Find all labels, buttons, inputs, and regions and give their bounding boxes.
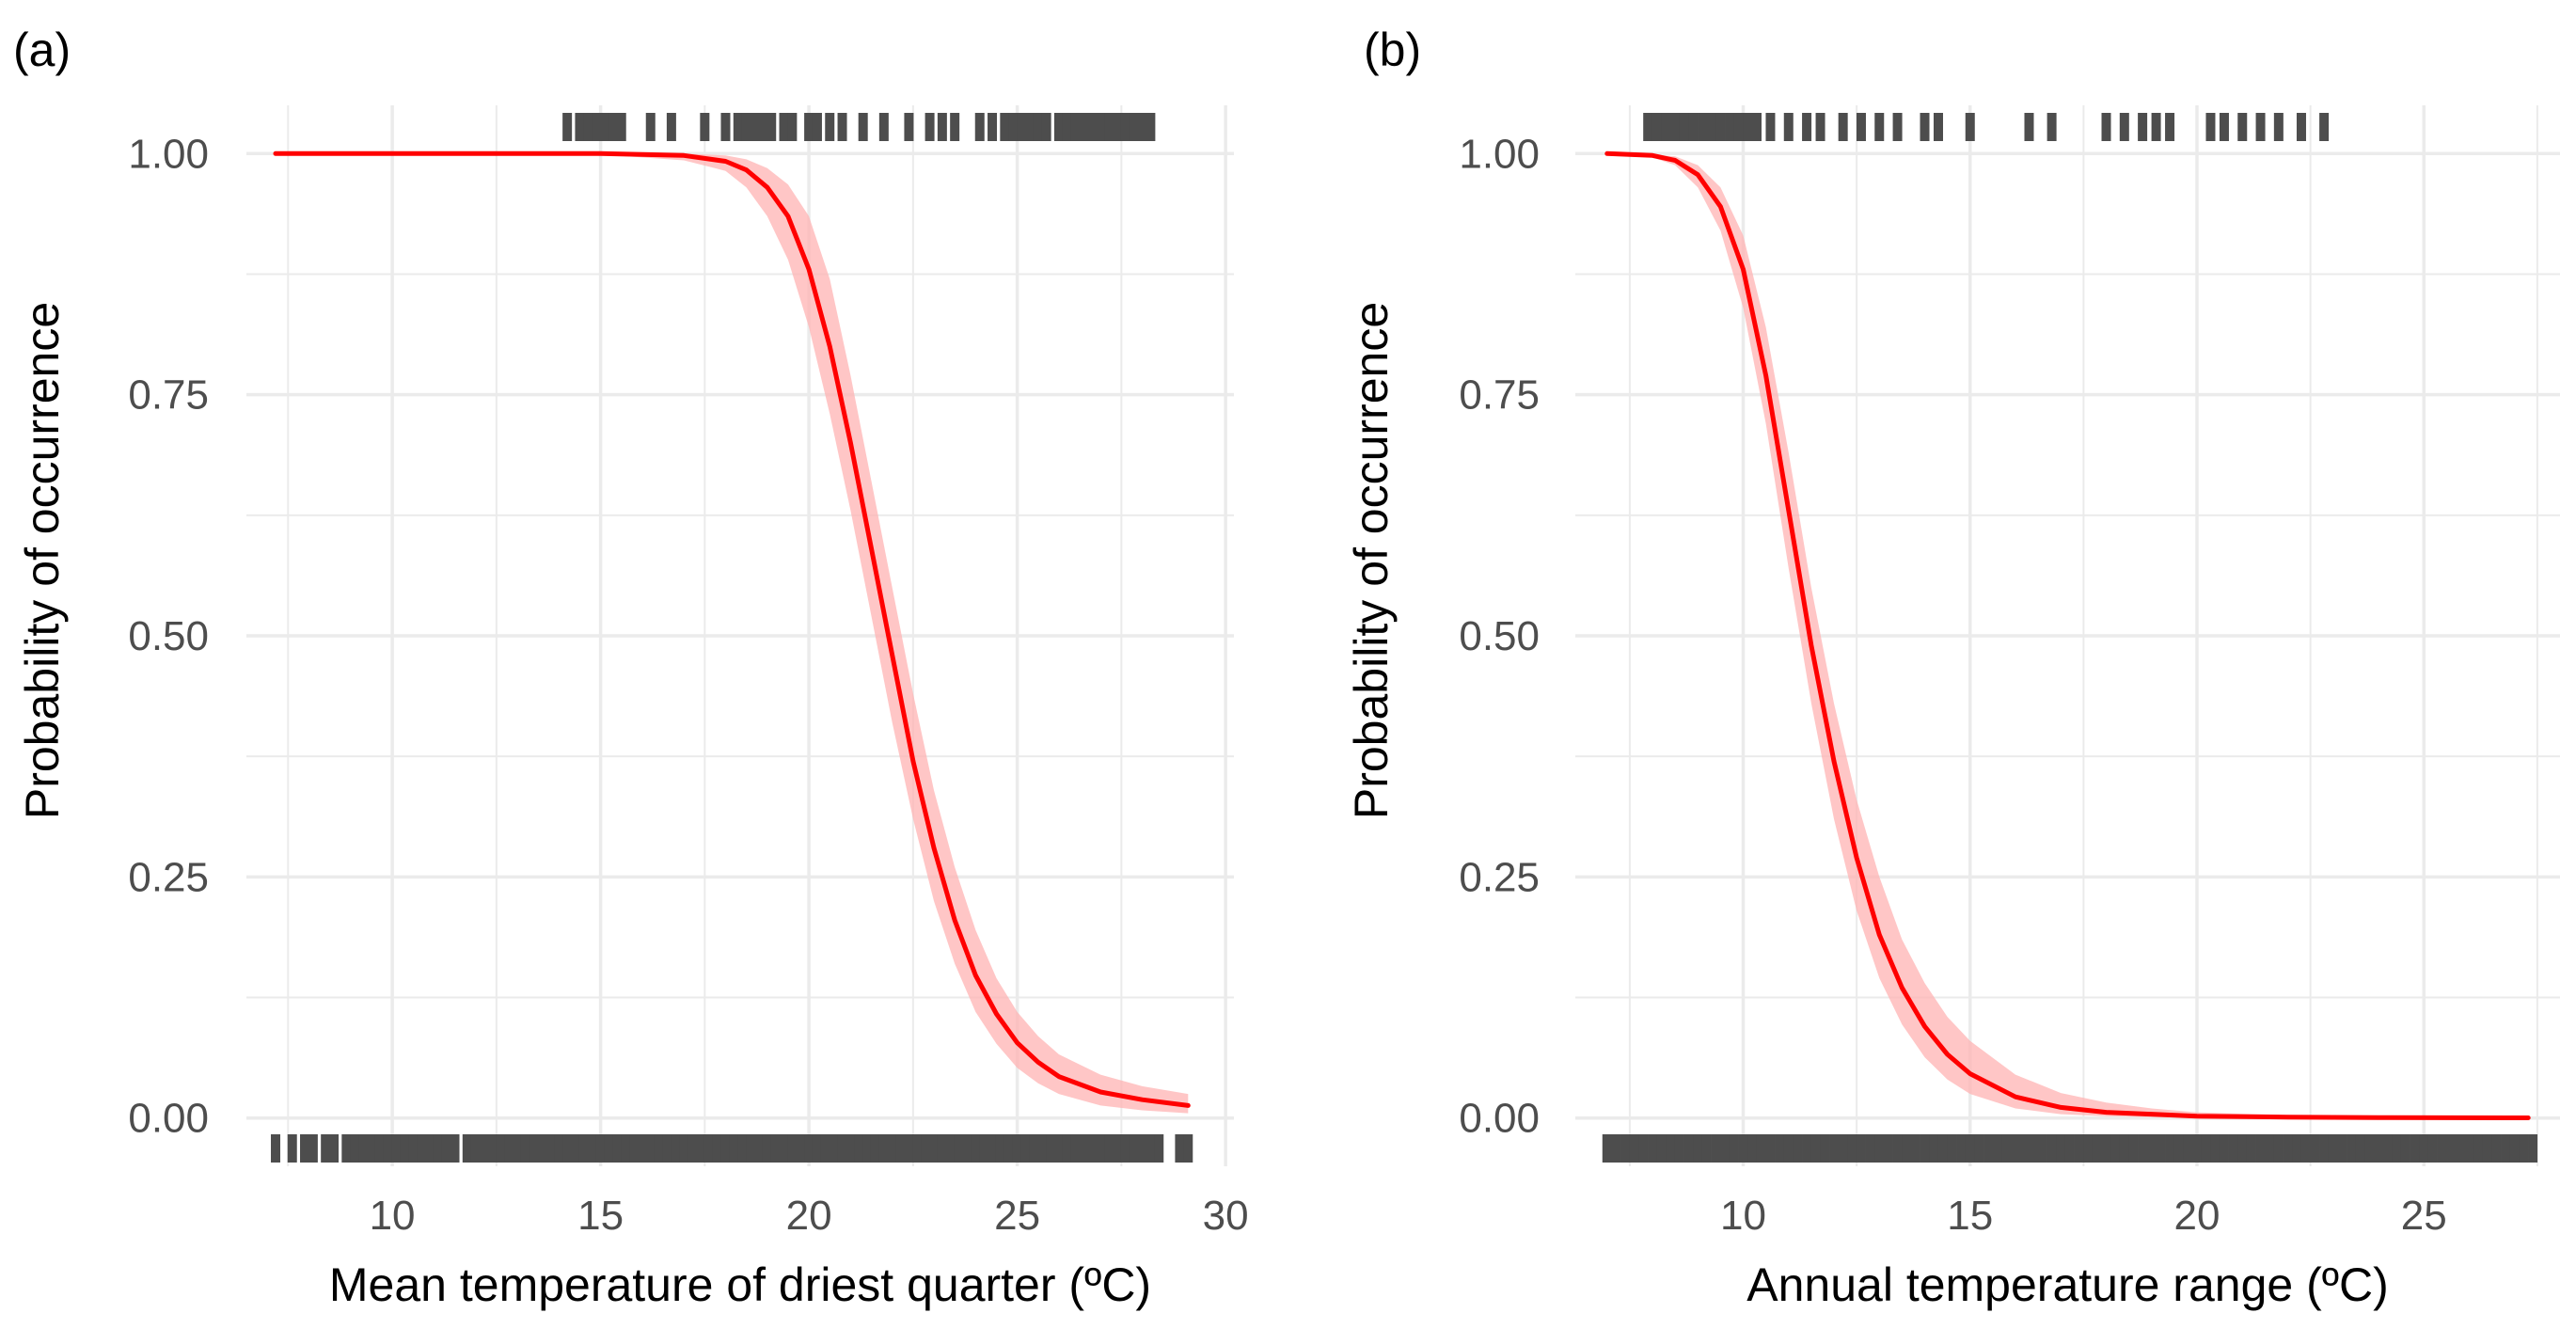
x-tick-label: 30 bbox=[1203, 1193, 1249, 1239]
panel-label: (b) bbox=[1364, 24, 1421, 76]
panel-b: 10 15 20 25 0.00 0.25 0.50 0.75 1.00 Annual tempe… bbox=[1345, 24, 2560, 1311]
y-tick-label: 0.75 bbox=[128, 372, 209, 419]
x-tick-label: 20 bbox=[786, 1193, 832, 1239]
fitted-curve bbox=[273, 150, 1191, 1108]
panel-a: 10 15 20 25 30 0.00 0.25 0.50 0.75 1.00 Mean tempe… bbox=[13, 24, 1249, 1311]
y-tick-label: 0.25 bbox=[128, 854, 209, 900]
x-axis-title: Mean temperature of driest quarter (ºC) bbox=[329, 1258, 1151, 1311]
x-axis-title: Annual temperature range (ºC) bbox=[1746, 1258, 2389, 1311]
y-tick-label: 1.00 bbox=[1459, 131, 1540, 177]
x-tick-label: 25 bbox=[2401, 1193, 2447, 1239]
x-tick-label: 10 bbox=[1720, 1193, 1766, 1239]
x-tick-label: 25 bbox=[994, 1193, 1040, 1239]
y-tick-label: 0.50 bbox=[128, 613, 209, 659]
x-tick-label: 15 bbox=[577, 1193, 624, 1239]
y-tick-label: 0.50 bbox=[1459, 613, 1540, 659]
y-axis-title: Probability of occurrence bbox=[1345, 302, 1398, 819]
panel-label: (a) bbox=[13, 24, 71, 76]
y-axis-title: Probability of occurrence bbox=[16, 302, 69, 819]
x-tick-label: 20 bbox=[2174, 1193, 2220, 1239]
x-tick-label: 15 bbox=[1947, 1193, 1993, 1239]
y-tick-label: 1.00 bbox=[128, 131, 209, 177]
y-tick-label: 0.00 bbox=[1459, 1096, 1540, 1142]
y-tick-label: 0.75 bbox=[1459, 372, 1540, 419]
y-tick-label: 0.00 bbox=[128, 1096, 209, 1142]
fitted-curve bbox=[1604, 150, 2531, 1120]
y-tick-label: 0.25 bbox=[1459, 854, 1540, 900]
x-tick-label: 10 bbox=[370, 1193, 416, 1239]
